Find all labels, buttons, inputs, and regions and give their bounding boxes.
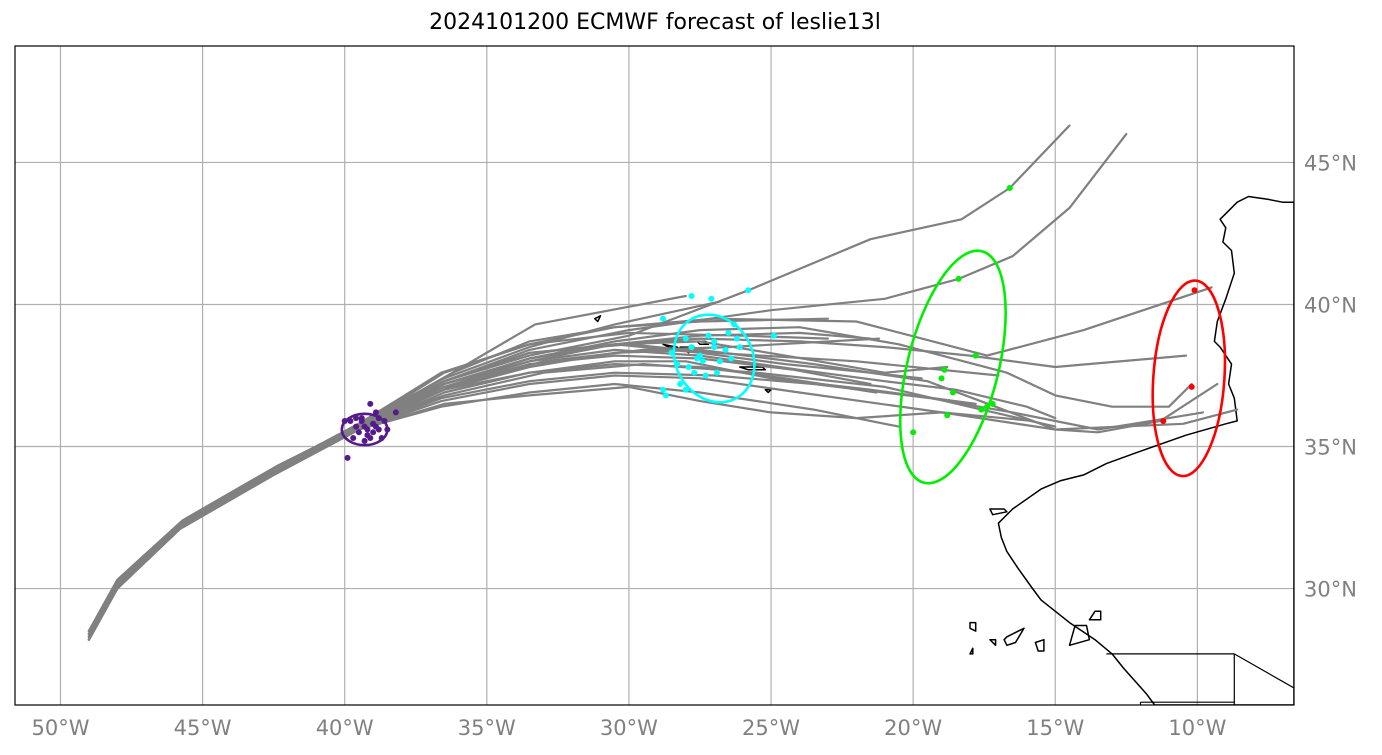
uncertainty-ellipse [340, 412, 389, 447]
forecast-position-point [688, 344, 695, 351]
lon-tick-label: 35°W [458, 716, 516, 740]
forecast-positions [341, 185, 1198, 461]
forecast-position-point [660, 386, 667, 393]
ensemble-track [87, 382, 901, 641]
lon-tick-label: 45°W [174, 716, 232, 740]
island [1003, 627, 1025, 647]
forecast-position-point [361, 437, 368, 444]
forecast-position-point [972, 352, 979, 359]
forecast-position-point [938, 375, 945, 382]
ensemble-track [87, 371, 1205, 641]
coastlines [594, 195, 1294, 705]
lon-tick-label: 25°W [742, 716, 800, 740]
island [594, 315, 602, 323]
forecast-position-point [949, 389, 956, 396]
forecast-position-point [361, 423, 368, 430]
island [764, 388, 772, 394]
forecast-position-point [344, 454, 351, 461]
forecast-position-point [691, 369, 698, 376]
forecast-position-point [699, 358, 706, 365]
lat-tick-label: 40°N [1304, 293, 1357, 317]
forecast-position-point [705, 332, 712, 339]
forecast-position-point [372, 423, 379, 430]
lat-tick-label: 45°N [1304, 151, 1357, 175]
forecast-position-point [725, 329, 732, 336]
ensemble-tracks [87, 124, 1239, 641]
forecast-position-point [711, 338, 718, 345]
uncertainty-ellipse [898, 249, 1007, 485]
forecast-position-point [745, 287, 752, 294]
forecast-position-point [1188, 383, 1195, 390]
ensemble-track [87, 317, 830, 633]
forecast-position-point [694, 355, 701, 362]
uncertainty-ellipse [1151, 279, 1227, 478]
forecast-position-point [711, 344, 718, 351]
forecast-position-point [353, 423, 360, 430]
uncertainty-ellipses [340, 249, 1227, 485]
ensemble-track [87, 286, 1213, 636]
lon-tick-label: 15°W [1026, 716, 1084, 740]
forecast-position-point [944, 412, 951, 419]
forecast-position-point [714, 369, 721, 376]
forecast-position-point [770, 332, 777, 339]
forecast-position-point [367, 434, 374, 441]
coastline [997, 195, 1294, 705]
forecast-position-point [736, 344, 743, 351]
forecast-position-point [685, 363, 692, 370]
forecast-position-point [728, 355, 735, 362]
lat-tick-label: 30°N [1304, 578, 1357, 602]
forecast-position-point [1191, 287, 1198, 294]
island [1088, 610, 1102, 621]
forecast-position-point [662, 392, 669, 399]
gridlines [15, 46, 1294, 705]
forecast-position-point [660, 315, 667, 322]
uncertainty-ellipse [672, 313, 756, 404]
tick-labels: 50°W 45°W 40°W 35°W 30°W 25°W 20°W 15°W 10°W 45°N… [31, 151, 1356, 740]
ensemble-track [87, 363, 1057, 638]
lon-tick-label: 10°W [1168, 716, 1226, 740]
forecast-position-point [372, 409, 379, 416]
island [1068, 624, 1091, 647]
forecast-position-point [355, 429, 362, 436]
island [1034, 638, 1045, 652]
island [969, 621, 977, 632]
forecast-position-point [682, 335, 689, 342]
lon-tick-label: 30°W [600, 716, 658, 740]
lon-tick-label: 50°W [31, 716, 89, 740]
lat-tick-label: 35°N [1304, 436, 1357, 460]
island [739, 366, 767, 371]
forecast-position-point [716, 358, 723, 365]
island [989, 638, 997, 647]
forecast-position-point [1160, 417, 1167, 424]
chart-title: 2024101200 ECMWF forecast of leslie13l [429, 10, 881, 35]
forecast-position-point [722, 346, 729, 353]
forecast-position-point [702, 372, 709, 379]
forecast-position-point [350, 434, 357, 441]
ensemble-track [87, 354, 872, 636]
forecast-position-point [941, 366, 948, 373]
ensemble-track [87, 348, 1057, 636]
island [989, 508, 1008, 516]
lon-tick-label: 40°W [316, 716, 374, 740]
forecast-position-point [733, 335, 740, 342]
forecast-position-point [370, 429, 377, 436]
forecast-position-point [1006, 185, 1013, 192]
ensemble-track [87, 331, 872, 638]
forecast-position-point [910, 429, 917, 436]
forecast-position-point [955, 275, 962, 282]
lon-tick-label: 20°W [884, 716, 942, 740]
forecast-position-point [392, 409, 399, 416]
ensemble-track [87, 363, 878, 636]
forecast-position-point [688, 292, 695, 299]
forecast-position-point [978, 406, 985, 413]
forecast-position-point [358, 417, 365, 424]
island [969, 647, 974, 655]
plot-frame [14, 45, 1295, 706]
forecast-position-point [677, 381, 684, 388]
country-border [1234, 653, 1294, 689]
forecast-position-point [708, 295, 715, 302]
ensemble-track [87, 360, 977, 641]
forecast-position-point [367, 400, 374, 407]
